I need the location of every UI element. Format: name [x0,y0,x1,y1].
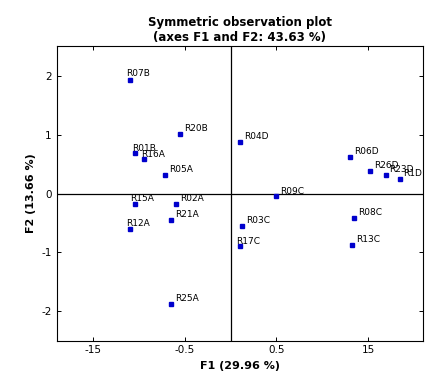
Text: R26D: R26D [374,161,399,170]
Text: R16A: R16A [141,150,165,159]
Text: R25A: R25A [175,294,199,303]
Text: R09C: R09C [281,187,305,196]
Text: R17C: R17C [235,237,259,246]
Text: R13C: R13C [356,235,380,245]
Text: R23D: R23D [389,165,414,174]
Text: R02A: R02A [180,194,204,203]
Text: R08C: R08C [358,209,382,217]
Title: Symmetric observation plot
(axes F1 and F2: 43.63 %): Symmetric observation plot (axes F1 and … [148,16,332,44]
Text: R06D: R06D [354,147,378,156]
Text: R01B: R01B [132,144,156,153]
Y-axis label: F2 (13.66 %): F2 (13.66 %) [26,154,36,233]
Text: R07B: R07B [126,69,150,78]
Text: R15A: R15A [130,194,154,203]
Text: R04D: R04D [244,132,269,141]
Text: R05A: R05A [169,165,193,174]
Text: R03C: R03C [246,216,270,225]
Text: R12A: R12A [126,219,150,228]
Text: R1D: R1D [403,169,422,178]
Text: R20B: R20B [184,124,208,133]
Text: R21A: R21A [175,210,199,219]
X-axis label: F1 (29.96 %): F1 (29.96 %) [200,361,280,371]
